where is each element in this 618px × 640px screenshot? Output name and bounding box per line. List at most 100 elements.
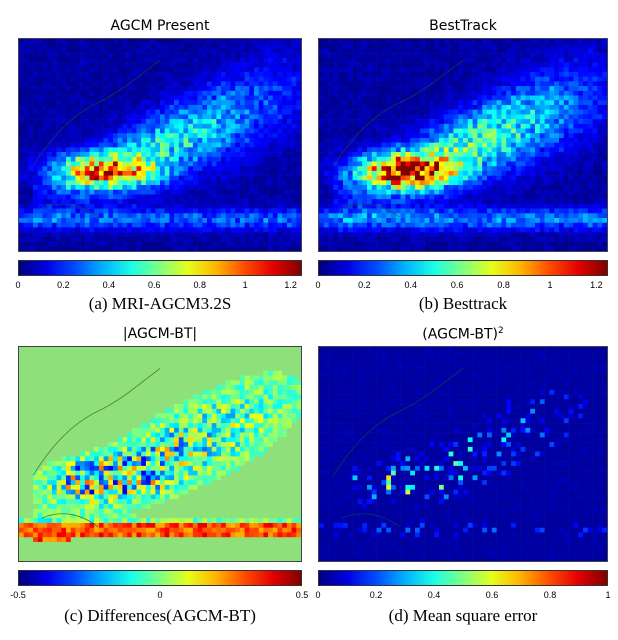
heatmap-cell (141, 170, 147, 176)
heatmap-cell (150, 203, 156, 209)
heatmap-cell (277, 142, 283, 148)
heatmap-cell (391, 194, 397, 200)
heatmap-cell (33, 53, 39, 59)
heatmap-cell (160, 218, 165, 224)
heatmap-cell (33, 81, 39, 87)
heatmap-cell (207, 57, 212, 63)
heatmap-cell (113, 194, 118, 200)
heatmap-cell (491, 48, 497, 54)
heatmap-cell (286, 232, 292, 238)
heatmap-cell (491, 137, 497, 143)
heatmap-cell (122, 76, 128, 82)
heatmap-cell (113, 62, 118, 68)
heatmap-cell (405, 170, 411, 176)
heatmap-cell (501, 62, 507, 68)
heatmap-cell (472, 95, 478, 101)
heatmap-cell (103, 222, 109, 228)
heatmap-cell (338, 213, 344, 219)
heatmap-cell (244, 227, 250, 233)
heatmap-cell (221, 142, 227, 148)
heatmap-cell (583, 114, 589, 120)
heatmap-cell (347, 119, 353, 125)
heatmap-cell (113, 39, 118, 45)
heatmap-cell (453, 128, 459, 134)
heatmap-cell (211, 203, 217, 209)
heatmap-cell (501, 48, 507, 54)
heatmap-cell (160, 241, 165, 247)
heatmap-cell (98, 194, 104, 200)
heatmap-cell (89, 62, 95, 68)
heatmap-cell (439, 128, 445, 134)
heatmap-cell (395, 128, 401, 134)
heatmap-cell (477, 57, 483, 63)
heatmap-cell (263, 199, 269, 205)
heatmap-cell (578, 90, 584, 96)
heatmap-cell (544, 104, 550, 110)
heatmap-cell (296, 227, 301, 233)
heatmap-cell (453, 43, 459, 49)
heatmap-cell (554, 109, 560, 115)
heatmap-cell (319, 39, 325, 45)
heatmap-cell (381, 62, 387, 68)
heatmap-cell (244, 161, 250, 167)
heatmap-cell (254, 199, 259, 205)
heatmap-cell (216, 67, 222, 73)
heatmap-cell (235, 166, 241, 172)
heatmap-cell (197, 95, 203, 101)
heatmap-cell (296, 100, 301, 106)
heatmap-cell (477, 76, 483, 82)
heatmap-cell (592, 180, 598, 186)
heatmap-cell (415, 114, 421, 120)
heatmap-cell (501, 76, 507, 82)
heatmap-cell (80, 114, 86, 120)
heatmap-cell (221, 166, 227, 172)
heatmap-cell (467, 95, 473, 101)
heatmap-cell (362, 161, 368, 167)
heatmap-cell (347, 133, 353, 139)
heatmap-cell (66, 180, 71, 186)
heatmap-cell (296, 208, 301, 214)
heatmap-cell (487, 104, 493, 110)
heatmap-cell (221, 208, 227, 214)
heatmap-cell (33, 175, 39, 181)
heatmap-cell (319, 156, 325, 162)
heatmap-cell (197, 123, 203, 129)
heatmap-cell (587, 71, 593, 77)
heatmap-cell (42, 147, 48, 153)
heatmap-cell (520, 43, 526, 49)
heatmap-cell (164, 208, 170, 214)
heatmap-cell (155, 128, 161, 134)
heatmap-cell (463, 208, 469, 214)
heatmap-cell (367, 128, 373, 134)
heatmap-cell (19, 156, 24, 162)
heatmap-cell (453, 81, 459, 87)
heatmap-cell (535, 175, 541, 181)
heatmap-cell (221, 161, 227, 167)
heatmap-cell (164, 62, 170, 68)
heatmap-cell (291, 81, 297, 87)
heatmap-cell (164, 152, 170, 158)
heatmap-cell (131, 119, 137, 125)
heatmap-cell (56, 236, 62, 242)
heatmap-cell (352, 137, 358, 143)
heatmap-cell (141, 104, 147, 110)
heatmap-cell (145, 218, 151, 224)
heatmap-cell (136, 95, 142, 101)
heatmap-cell (467, 39, 473, 45)
heatmap-cell (573, 147, 579, 153)
heatmap-cell (164, 109, 170, 115)
heatmap-cell (42, 100, 48, 106)
heatmap-cell (235, 147, 241, 153)
heatmap-cell (225, 128, 231, 134)
heatmap-cell (216, 142, 222, 148)
heatmap-cell (183, 180, 189, 186)
heatmap-cell (136, 170, 142, 176)
heatmap-cell (221, 57, 227, 63)
heatmap-cell (113, 142, 118, 148)
heatmap-cell (419, 170, 425, 176)
heatmap-cell (80, 166, 86, 172)
heatmap-cell (458, 76, 464, 82)
heatmap-cell (258, 71, 264, 77)
heatmap-cell (525, 185, 531, 191)
heatmap-cell (145, 232, 151, 238)
